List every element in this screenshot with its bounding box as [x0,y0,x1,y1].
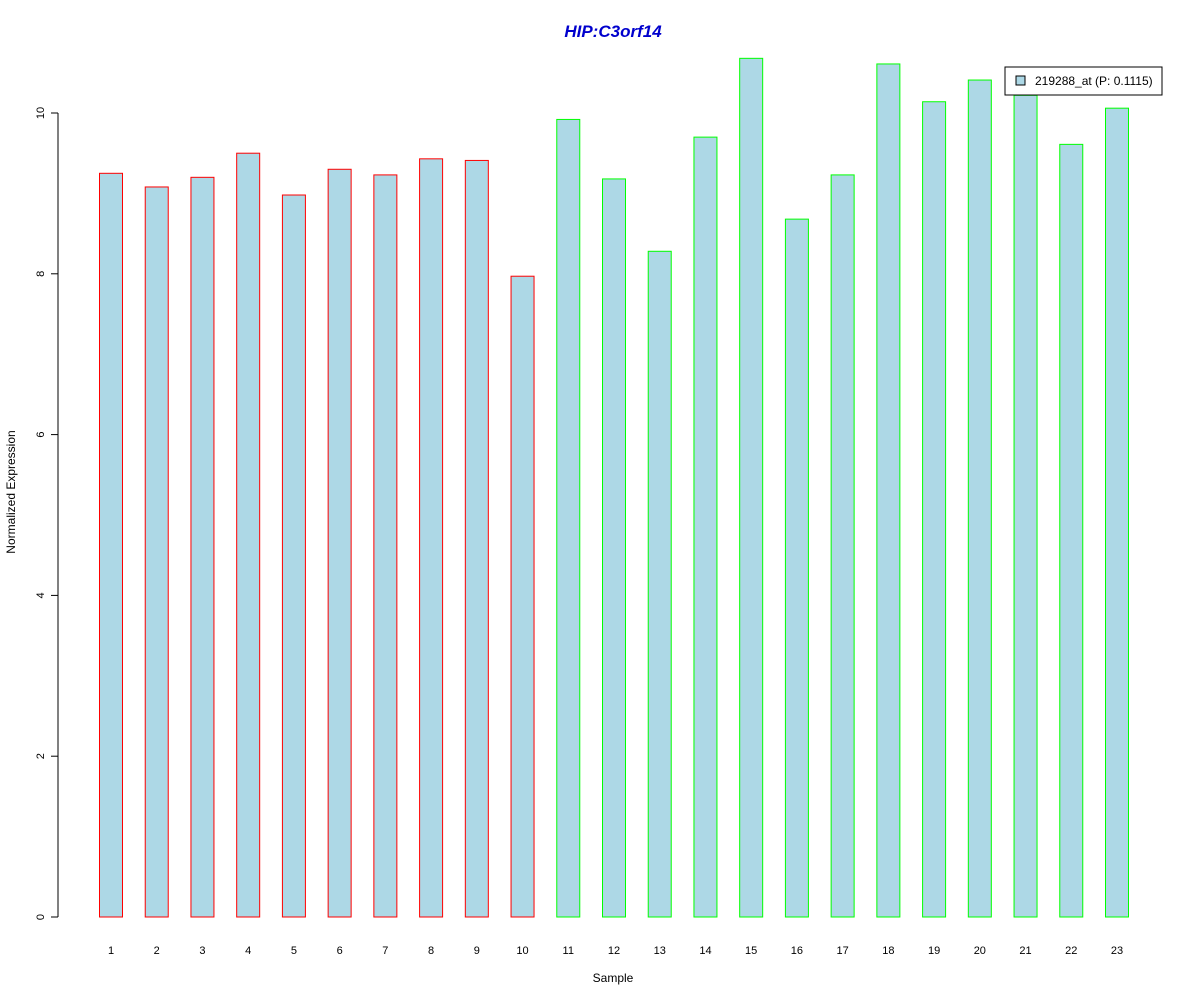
bar-sample-21 [1013,94,1038,918]
bar-sample-4 [236,152,261,918]
x-tick-label: 4 [245,945,251,957]
bar-sample-20 [967,79,992,918]
x-tick-labels: 1 2 3 4 5 6 7 8 9 10 11 12 13 14 15 16 17 18 19 20 21 22 23 [108,945,1123,957]
bar-sample-22 [1059,143,1084,918]
bar-sample-11 [556,118,581,918]
bar-sample-8 [419,158,444,918]
bar-sample-1 [99,172,123,918]
bar-sample-18 [876,63,901,918]
bar-sample-17 [830,174,855,918]
x-tick-label: 2 [154,945,160,957]
bar-sample-7 [373,174,398,918]
bar-sample-19 [922,101,947,918]
bar-sample-23 [1105,107,1129,918]
y-axis-title: Normalized Expression [4,430,18,553]
x-tick-label: 16 [791,945,803,957]
y-tick-label: 2 [35,753,47,759]
bar-sample-12 [602,178,626,918]
x-axis-title: Sample [593,971,634,985]
bar-sample-14 [693,136,718,918]
x-tick-label: 19 [928,945,940,957]
x-tick-label: 7 [382,945,388,957]
bar-sample-3 [190,176,215,918]
x-tick-label: 1 [108,945,114,957]
legend: 219288_at (P: 0.1115) [1004,66,1163,96]
x-tick-label: 20 [974,945,986,957]
x-tick-label: 8 [428,945,434,957]
bar-sample-6 [327,168,352,918]
x-tick-label: 18 [882,945,894,957]
y-tick-label: 0 [35,914,47,920]
legend-swatch [1015,75,1026,86]
x-tick-label: 11 [563,945,574,957]
x-tick-label: 13 [654,945,666,957]
bars-group [99,57,1129,918]
x-tick-label: 6 [337,945,343,957]
x-tick-label: 22 [1065,945,1077,957]
x-tick-label: 9 [474,945,480,957]
y-axis: 0 2 4 6 8 10 [35,107,59,920]
legend-label: 219288_at (P: 0.1115) [1035,74,1153,88]
legend-box [1004,66,1163,96]
bar-sample-10 [510,275,535,918]
x-tick-label: 10 [516,945,528,957]
x-tick-label: 3 [199,945,205,957]
y-tick-label: 8 [35,271,47,277]
x-tick-label: 21 [1019,945,1031,957]
x-tick-label: 12 [608,945,620,957]
bar-sample-15 [739,57,764,918]
x-tick-label: 23 [1111,945,1123,957]
bar-sample-2 [144,186,169,918]
y-tick-label: 10 [35,107,47,119]
y-tick-label: 6 [35,432,47,438]
x-tick-label: 15 [745,945,757,957]
bar-sample-13 [647,250,672,918]
x-tick-label: 17 [837,945,849,957]
y-tick-label: 4 [35,592,47,598]
x-tick-label: 5 [291,945,297,957]
bar-sample-9 [464,159,489,918]
bar-sample-16 [784,218,809,918]
bar-sample-5 [281,194,306,918]
chart-title: HIP:C3orf14 [564,22,662,41]
x-tick-label: 14 [699,945,711,957]
